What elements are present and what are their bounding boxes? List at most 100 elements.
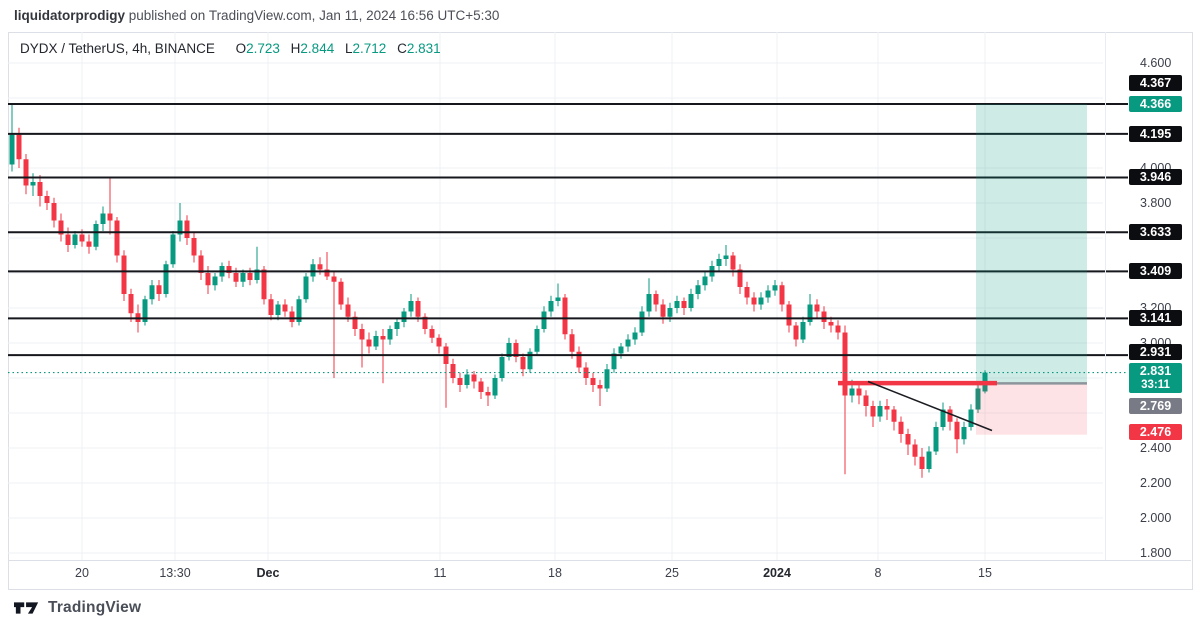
high-label: H [290, 41, 301, 56]
candle-body [16, 134, 22, 160]
candle-body [548, 301, 554, 312]
candle-body [345, 304, 351, 317]
trendline [867, 380, 993, 432]
candle-body [149, 285, 155, 300]
candle-body [863, 395, 869, 406]
close-label: C [397, 41, 407, 56]
candle-body [870, 406, 876, 417]
candle-body [688, 294, 694, 308]
candle-body [387, 329, 393, 340]
candle-body [506, 343, 512, 357]
candle-body [170, 234, 176, 265]
candle-body [520, 357, 526, 370]
candle-body [527, 351, 533, 370]
candle-body [338, 281, 344, 305]
candle-body [191, 238, 197, 256]
candle-body [121, 255, 127, 294]
candle-body [569, 334, 575, 352]
candle-body [324, 269, 330, 277]
candle-body [821, 311, 827, 322]
candle-body [933, 427, 939, 452]
candle-body [499, 357, 505, 378]
candle-body [268, 299, 274, 315]
candle-body [513, 343, 519, 357]
candle-body [464, 374, 470, 385]
candle-body [793, 325, 799, 340]
candle-body [597, 385, 603, 389]
candle-body [541, 311, 547, 329]
candle-body [926, 451, 932, 469]
candle-body [744, 287, 750, 298]
candle-body [730, 255, 736, 270]
candle-body [737, 269, 743, 287]
position-target-zone [976, 103, 1087, 384]
candle-body [296, 299, 302, 322]
candle-body [79, 234, 85, 242]
candle-body [947, 409, 953, 422]
candle-body [303, 276, 309, 300]
candle-body [898, 421, 904, 434]
candle-body [86, 241, 92, 247]
candle-body [695, 285, 701, 294]
candle-body [534, 329, 540, 352]
open-label: O [235, 41, 247, 56]
candle-body [415, 301, 421, 317]
candle-body [107, 213, 113, 221]
candle-body [702, 276, 708, 286]
candle-body [968, 409, 974, 427]
symbol-legend: DYDX / TetherUS, 4h, BINANCE O2.723 H2.8… [20, 41, 441, 56]
candle-body [716, 259, 722, 266]
candle-body [786, 304, 792, 326]
candle-body [660, 304, 666, 317]
candle-body [842, 332, 848, 396]
candle-body [772, 285, 778, 291]
candle-body [618, 346, 624, 354]
high-value: 2.844 [300, 41, 335, 56]
open-value: 2.723 [246, 41, 280, 56]
candle-body [9, 134, 15, 165]
price-scale-separator [1105, 32, 1106, 560]
candle-body [289, 311, 295, 322]
candle-body [919, 456, 925, 469]
publisher-username: liquidatorprodigy [14, 8, 125, 23]
candle-body [765, 290, 771, 298]
candle-body [758, 297, 764, 305]
candle-body [779, 285, 785, 305]
candle-body [254, 269, 260, 280]
candle-body [177, 220, 183, 235]
candle-body [751, 297, 757, 305]
low-value: 2.712 [352, 41, 387, 56]
candle-body [905, 434, 911, 445]
candle-body [625, 339, 631, 347]
candle-body [394, 322, 400, 329]
candle-body [884, 406, 890, 410]
candle-body [184, 220, 190, 238]
candle-body [856, 388, 862, 396]
brand-wordmark: TradingView [48, 599, 142, 616]
candle-body [450, 364, 456, 378]
candle-body [492, 378, 498, 396]
candle-body [93, 224, 99, 247]
attribution-text: liquidatorprodigy published on TradingVi… [14, 8, 499, 23]
candle-body [226, 266, 232, 273]
candle-body [646, 294, 652, 312]
candle-body [653, 294, 659, 305]
candle-body [58, 220, 64, 235]
ohlc-values: O2.723 H2.844 L2.712 C2.831 [229, 41, 441, 56]
candle-body [555, 297, 561, 301]
candle-body [877, 406, 883, 417]
candle-body [667, 308, 673, 317]
candle-body [681, 301, 687, 308]
candle-body [800, 322, 806, 340]
candle-body [954, 421, 960, 440]
candle-body [975, 388, 981, 410]
candle-body [604, 369, 610, 389]
candle-body [359, 329, 365, 340]
chart-frame [8, 32, 1193, 590]
close-value: 2.831 [406, 41, 441, 56]
candle-body [100, 213, 106, 224]
symbol-title: DYDX / TetherUS, 4h, BINANCE [20, 41, 215, 56]
candle-body [275, 304, 281, 315]
position-stop-zone [976, 383, 1087, 435]
